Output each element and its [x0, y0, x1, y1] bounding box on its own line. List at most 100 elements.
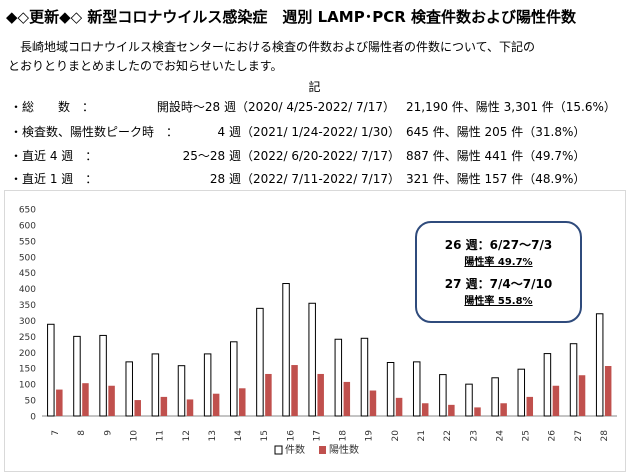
x-tick-label: 27	[574, 430, 584, 441]
legend-label-positive: 陽性数	[329, 443, 359, 456]
summary-label: ・直近 1 週 ：	[10, 172, 98, 186]
bar-count	[282, 283, 290, 417]
bar-count	[230, 341, 238, 417]
summary-label: ・検査数、陽性数ピーク時 ：	[10, 125, 179, 139]
x-tick-label: 18	[339, 430, 349, 442]
x-tick-label: 8	[77, 430, 87, 436]
bar-count	[543, 353, 552, 417]
bar-count	[569, 343, 578, 417]
y-tick-label: 500	[19, 253, 36, 263]
y-tick-label: 0	[30, 413, 36, 423]
bar-count	[203, 353, 212, 417]
summary-label: ・総 数 ：	[10, 100, 95, 114]
bar-count	[334, 338, 343, 417]
bar-count	[256, 307, 264, 417]
summary-period: 25～28 週（2022/ 6/20-2022/ 7/17）	[182, 149, 400, 163]
x-tick-label: 20	[391, 430, 401, 442]
bar-positive	[343, 381, 351, 416]
bar-positive	[291, 365, 298, 416]
bar-positive	[265, 373, 272, 416]
x-tick-label: 17	[312, 430, 322, 441]
bar-count	[386, 361, 395, 417]
bar-count	[517, 368, 526, 417]
summary-result: 645 件、陽性 205 件（31.8%）	[406, 125, 586, 139]
x-tick-label: 12	[182, 430, 192, 441]
bar-chart: 0 50 100 150 200 250 300 350 400 450 500 550 600 650 7…	[19, 206, 617, 456]
x-tick-label: 25	[522, 430, 532, 441]
bar-count	[412, 361, 421, 417]
bar-positive	[395, 397, 403, 416]
bar-positive	[212, 393, 220, 416]
bar-positive	[369, 390, 377, 416]
bar-count	[491, 377, 499, 417]
bar-count	[439, 374, 447, 417]
y-tick-label: 100	[19, 381, 36, 391]
x-tick-label: 9	[103, 430, 113, 436]
summary-result: 887 件、陽性 441 件（49.7%）	[406, 149, 586, 163]
bar-positive	[186, 399, 194, 416]
x-tick-label: 26	[548, 430, 558, 442]
intro-line-2: とおりとりまとめましたのでお知らせいたします。	[8, 59, 283, 73]
y-tick-label: 350	[19, 301, 36, 311]
callout-week-27: 27 週：7/4～7/10	[444, 277, 553, 291]
bar-positive	[421, 403, 429, 416]
y-tick-label: 50	[25, 397, 37, 407]
x-tick-label: 24	[495, 430, 505, 442]
bar-positive	[239, 388, 246, 416]
y-tick-label: 600	[19, 221, 36, 231]
chart-area: 0 50 100 150 200 250 300 350 400 450 500 550 600 650 7…	[4, 190, 626, 472]
bar-count	[465, 383, 473, 417]
y-tick-label: 550	[19, 237, 36, 247]
summary-period: 4 週（2021/ 1/24-2022/ 1/30）	[217, 125, 400, 139]
bar-count	[125, 361, 133, 417]
x-tick-label: 14	[234, 430, 244, 442]
summary-result: 21,190 件、陽性 3,301 件（15.6%）	[406, 100, 616, 114]
y-tick-label: 200	[19, 349, 36, 359]
summary-result: 321 件、陽性 157 件（48.9%）	[406, 172, 586, 186]
summary-period: 開設時～28 週（2020/ 4/25-2022/ 7/17）	[156, 100, 395, 114]
bar-positive	[474, 407, 481, 416]
bar-positive	[448, 404, 455, 416]
x-tick-label: 11	[156, 430, 166, 441]
intro-paragraph: 長崎地域コロナウイルス検査センターにおける検査の件数および陽性者の件数について、…	[8, 38, 620, 76]
bar-positive	[134, 400, 141, 416]
callout-rate-26: 陽性率 49.7%	[464, 257, 533, 268]
x-tick-label: 7	[51, 430, 61, 436]
x-tick-label: 16	[286, 430, 296, 442]
legend-swatch-count	[274, 445, 283, 455]
y-tick-label: 650	[19, 206, 36, 216]
bar-positive	[604, 366, 612, 416]
ki-heading: 記	[308, 80, 321, 94]
update-mark: ◆◇更新◆◇	[6, 8, 83, 26]
bar-positive	[578, 375, 586, 416]
y-tick-label: 150	[19, 365, 36, 375]
y-tick-label: 400	[19, 285, 36, 295]
bar-count	[99, 334, 107, 417]
bar-count	[47, 323, 55, 417]
summary-period: 28 週（2022/ 7/11-2022/ 7/17）	[209, 172, 400, 186]
bar-positive	[317, 373, 324, 416]
callout-week-26: 26 週：6/27～7/3	[444, 238, 553, 252]
y-tick-label: 250	[19, 333, 36, 343]
bar-count	[177, 365, 186, 417]
bar-positive	[552, 385, 560, 416]
x-tick-label: 15	[260, 430, 270, 441]
x-tick-label: 21	[417, 430, 427, 441]
bar-count	[151, 353, 160, 417]
x-tick-label: 13	[208, 430, 218, 441]
intro-line-1: 長崎地域コロナウイルス検査センターにおける検査の件数および陽性者の件数について、…	[20, 40, 536, 54]
page-title: ◆◇更新◆◇ 新型コロナウイルス感染症 週別 LAMP･PCR 検査件数および陽…	[6, 6, 576, 27]
bar-count	[73, 335, 81, 417]
bar-count	[360, 337, 369, 417]
bar-positive	[108, 385, 115, 416]
bar-positive	[526, 396, 534, 416]
y-tick-label: 300	[19, 317, 36, 327]
callout-box: 26 週：6/27～7/3 陽性率 49.7% 27 週：7/4～7/10 陽性…	[415, 221, 582, 323]
x-tick-label: 19	[365, 430, 375, 442]
y-tick-label: 450	[19, 269, 36, 279]
bar-positive	[160, 396, 168, 416]
legend-label-count: 件数	[285, 443, 305, 456]
x-tick-label: 10	[129, 430, 139, 442]
bar-count	[595, 313, 604, 417]
summary-label: ・直近 4 週 ：	[10, 149, 98, 163]
